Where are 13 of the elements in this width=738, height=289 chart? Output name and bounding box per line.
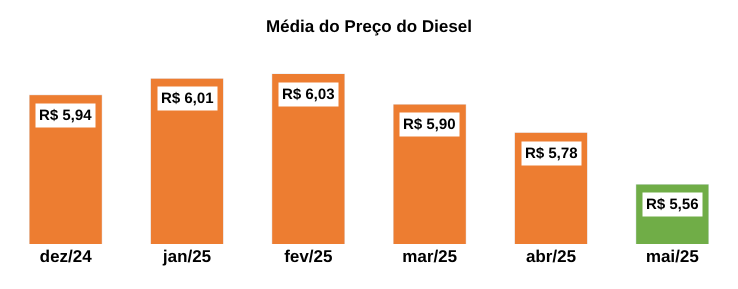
x-tick-label: abr/25 <box>526 247 576 266</box>
data-label: R$ 5,94 <box>39 107 92 124</box>
chart-title: Média do Preço do Diesel <box>266 17 472 36</box>
x-tick-label: fev/25 <box>284 247 332 266</box>
x-tick-label: dez/24 <box>40 247 92 266</box>
x-tick-label: mai/25 <box>646 247 699 266</box>
x-tick-label: mar/25 <box>402 247 458 266</box>
data-label: R$ 5,56 <box>646 196 699 213</box>
data-label: R$ 5,78 <box>525 145 578 162</box>
x-tick-label: jan/25 <box>162 247 212 266</box>
data-label: R$ 6,03 <box>282 86 335 103</box>
data-label: R$ 5,90 <box>403 116 456 133</box>
data-label: R$ 6,01 <box>161 90 214 107</box>
